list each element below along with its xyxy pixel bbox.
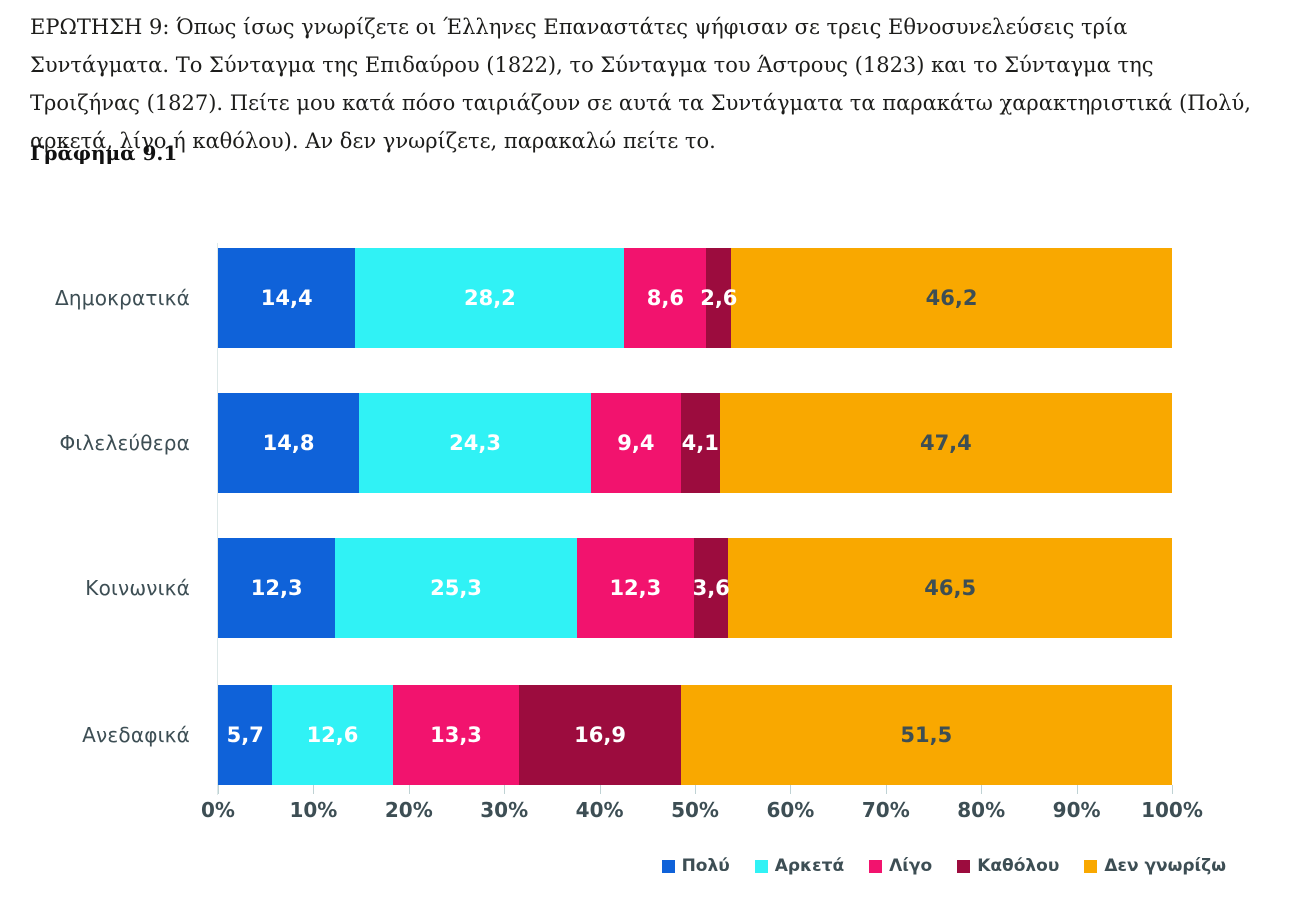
segment-value-label: 3,6 — [692, 576, 730, 600]
bar-row: Φιλελεύθερα 14,8 24,3 9,4 4,1 47,4 — [0, 393, 1290, 493]
segment-value-label: 12,6 — [306, 723, 359, 747]
x-axis-tick-label: 70% — [861, 798, 910, 822]
bar-segment-Δεν γνωρίζω: 46,5 — [728, 538, 1172, 638]
x-axis-tick — [218, 785, 219, 794]
x-axis-tick — [1172, 785, 1173, 794]
category-label: Ανεδαφικά — [82, 723, 190, 747]
bar-segment-Καθόλου: 3,6 — [692, 538, 730, 638]
x-axis-tick — [504, 785, 506, 794]
x-axis-tick-label: 50% — [671, 798, 719, 822]
stacked-bar: 14,4 28,2 8,6 2,6 46,2 — [218, 248, 1172, 348]
legend-item-Αρκετά: Αρκετά — [754, 856, 845, 876]
segment-value-label: 14,4 — [260, 286, 313, 310]
segment-value-label: 9,4 — [617, 431, 655, 455]
bar-segment-Λίγο: 9,4 — [591, 393, 681, 493]
bar-segment-Πολύ: 14,8 — [218, 393, 360, 493]
legend-swatch-icon — [1084, 859, 1098, 873]
stacked-bar: 5,7 12,6 13,3 16,9 51,5 — [218, 685, 1172, 785]
segment-value-label: 5,7 — [226, 723, 264, 747]
segment-value-label: 51,5 — [900, 723, 953, 747]
stacked-bar: 12,3 25,3 12,3 3,6 46,5 — [218, 538, 1172, 638]
segment-value-label: 28,2 — [463, 286, 516, 310]
x-axis-tick-label: 10% — [289, 798, 338, 822]
x-axis-tick-label: 20% — [384, 798, 433, 822]
segment-value-label: 46,5 — [924, 576, 977, 600]
segment-value-label: 12,3 — [609, 576, 662, 600]
bar-segment-Λίγο: 13,3 — [392, 685, 520, 785]
x-axis-tick-label: 0% — [201, 798, 235, 822]
legend-label: Πολύ — [681, 856, 730, 876]
legend-label: Αρκετά — [774, 856, 845, 876]
stacked-bar-chart: Δημοκρατικά 14,4 28,2 8,6 2,6 46,2 Φιλελεύθερα… — [0, 243, 1290, 848]
x-axis-tick-label: 80% — [957, 798, 1006, 822]
category-label: Κοινωνικά — [85, 576, 190, 600]
legend-label: Καθόλου — [977, 856, 1060, 876]
x-axis-tick-label: 90% — [1052, 798, 1101, 822]
segment-value-label: 46,2 — [925, 286, 978, 310]
legend-swatch-icon — [661, 859, 675, 873]
bar-segment-Πολύ: 5,7 — [218, 685, 273, 785]
category-label: Δημοκρατικά — [55, 286, 190, 310]
bar-segment-Καθόλου: 4,1 — [680, 393, 720, 493]
x-axis-tick — [599, 785, 601, 794]
segment-value-label: 25,3 — [430, 576, 482, 600]
category-label: Φιλελεύθερα — [59, 431, 190, 455]
bar-row: Δημοκρατικά 14,4 28,2 8,6 2,6 46,2 — [0, 248, 1290, 348]
legend-label: Δεν γνωρίζω — [1104, 856, 1226, 876]
segment-value-label: 2,6 — [700, 286, 738, 310]
bar-segment-Αρκετά: 12,6 — [272, 685, 393, 785]
bar-segment-Αρκετά: 24,3 — [359, 393, 591, 493]
bar-segment-Δεν γνωρίζω: 47,4 — [719, 393, 1172, 493]
x-axis-tick — [790, 785, 792, 794]
legend-item-Καθόλου: Καθόλου — [957, 856, 1059, 876]
x-axis-tick — [408, 785, 410, 794]
x-axis-tick-label: 60% — [766, 798, 815, 822]
segment-value-label: 13,3 — [430, 723, 482, 747]
legend-item-Λίγο: Λίγο — [869, 856, 932, 876]
segment-value-label: 4,1 — [681, 431, 719, 455]
bar-segment-Δεν γνωρίζω: 46,2 — [731, 248, 1172, 348]
segment-value-label: 12,3 — [250, 576, 303, 600]
legend-item-Δεν γνωρίζω: Δεν γνωρίζω — [1084, 856, 1226, 876]
legend-label: Λίγο — [889, 856, 933, 876]
segment-value-label: 24,3 — [449, 431, 501, 455]
segment-value-label: 47,4 — [919, 431, 972, 455]
bar-segment-Πολύ: 12,3 — [218, 538, 336, 638]
x-axis-tick — [885, 785, 887, 794]
bar-row: Ανεδαφικά 5,7 12,6 13,3 16,9 51,5 — [0, 685, 1290, 785]
segment-value-label: 14,8 — [262, 431, 315, 455]
bar-segment-Δεν γνωρίζω: 51,5 — [680, 685, 1172, 785]
bar-segment-Λίγο: 12,3 — [576, 538, 695, 638]
x-axis-tick — [313, 785, 315, 794]
segment-value-label: 8,6 — [646, 286, 684, 310]
bar-segment-Καθόλου: 2,6 — [700, 248, 737, 348]
legend-swatch-icon — [754, 859, 768, 873]
bar-segment-Καθόλου: 16,9 — [519, 685, 681, 785]
stacked-bar: 14,8 24,3 9,4 4,1 47,4 — [218, 393, 1172, 493]
y-axis-line — [217, 243, 218, 795]
question-text: ΕΡΩΤΗΣΗ 9: Όπως ίσως γνωρίζετε οι Έλληνε… — [30, 15, 1251, 153]
segment-value-label: 16,9 — [574, 723, 626, 747]
x-axis-tick-label: 100% — [1141, 798, 1203, 822]
legend-swatch-icon — [869, 859, 883, 873]
chart-legend: Πολύ Αρκετά Λίγο Καθόλου Δεν γνωρίζω — [661, 856, 1226, 876]
legend-item-Πολύ: Πολύ — [661, 856, 730, 876]
bar-segment-Πολύ: 14,4 — [218, 248, 356, 348]
x-axis-tick — [981, 785, 983, 794]
bar-segment-Λίγο: 8,6 — [624, 248, 707, 348]
x-axis-tick-label: 30% — [480, 798, 529, 822]
figure-label: Γράφημα 9.1 — [30, 141, 178, 165]
bar-segment-Αρκετά: 25,3 — [335, 538, 577, 638]
x-axis-tick — [1076, 785, 1078, 794]
bar-row: Κοινωνικά 12,3 25,3 12,3 3,6 46,5 — [0, 538, 1290, 638]
legend-swatch-icon — [957, 859, 971, 873]
x-axis-tick-label: 40% — [575, 798, 624, 822]
bar-segment-Αρκετά: 28,2 — [355, 248, 625, 348]
x-axis-tick — [695, 785, 696, 794]
